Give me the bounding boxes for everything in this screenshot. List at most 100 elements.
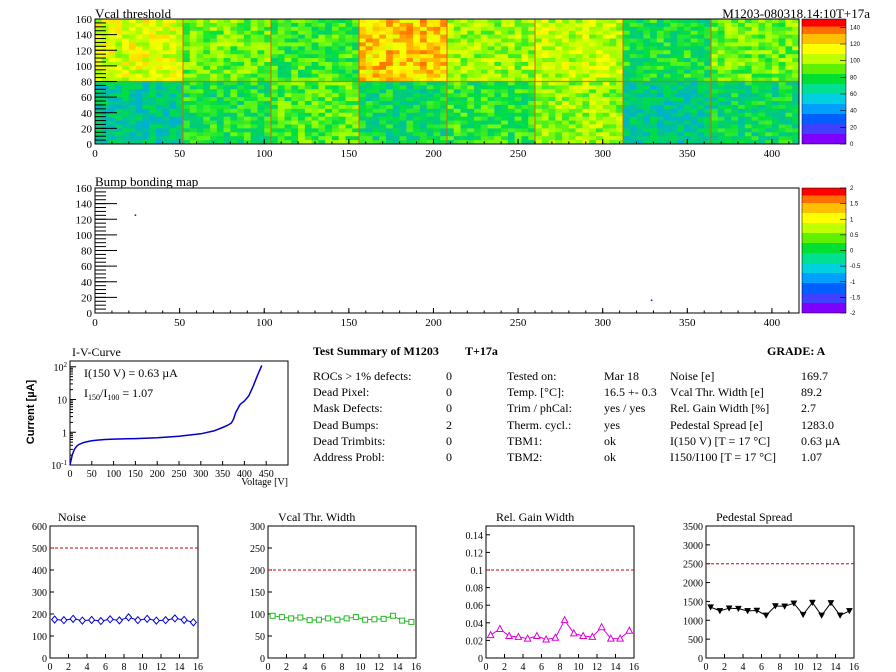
heatmap-cell bbox=[433, 61, 441, 67]
heatmap-cell bbox=[196, 38, 204, 43]
heatmap-cell bbox=[575, 54, 583, 59]
heatmap-cell bbox=[765, 50, 773, 55]
heatmap-cell bbox=[372, 77, 380, 82]
summary-conditions-column: Tested on: Temp. [°C]: Trim / phCal: Therm.… bbox=[507, 368, 607, 464]
heatmap-cell bbox=[711, 50, 719, 55]
heatmap-cell bbox=[298, 124, 306, 129]
heatmap-cell bbox=[365, 136, 373, 141]
heatmap-cell bbox=[595, 124, 604, 129]
heatmap-cell bbox=[413, 136, 421, 141]
heatmap-cell bbox=[250, 69, 258, 75]
heatmap-cell bbox=[298, 73, 306, 78]
heatmap-cell bbox=[440, 101, 448, 106]
heatmap-cell bbox=[785, 22, 793, 28]
heatmap-cell bbox=[142, 58, 150, 63]
heatmap-cell bbox=[426, 101, 434, 106]
heatmap-cell bbox=[243, 69, 252, 75]
heatmap-cell bbox=[792, 42, 800, 47]
heatmap-cell bbox=[447, 124, 455, 129]
heatmap-cell bbox=[521, 50, 529, 55]
heatmap-cell bbox=[392, 89, 401, 94]
heatmap-cell bbox=[108, 97, 116, 102]
heatmap-cell bbox=[629, 124, 637, 129]
heatmap-cell bbox=[264, 22, 272, 28]
heatmap-cell bbox=[318, 26, 326, 32]
heatmap-cell bbox=[372, 65, 380, 71]
heatmap-cell bbox=[216, 50, 225, 55]
heatmap-cell bbox=[514, 85, 522, 90]
heatmap-cell bbox=[142, 30, 150, 36]
heatmap-cell bbox=[711, 104, 719, 110]
heatmap-cell bbox=[419, 140, 428, 145]
heatmap-cell bbox=[656, 140, 665, 145]
heatmap-cell bbox=[413, 38, 421, 43]
heatmap-cell bbox=[521, 26, 529, 32]
heatmap-cell bbox=[724, 50, 732, 55]
heatmap-cell bbox=[744, 54, 753, 59]
heatmap-cell bbox=[636, 128, 644, 133]
heatmap-cell bbox=[243, 19, 252, 24]
heatmap-cell bbox=[264, 61, 272, 67]
heatmap-cell bbox=[196, 19, 204, 24]
heatmap-cell bbox=[765, 19, 773, 24]
heatmap-cell bbox=[494, 26, 502, 32]
heatmap-cell bbox=[169, 128, 177, 133]
heatmap-cell bbox=[528, 132, 536, 137]
heatmap-cell bbox=[711, 61, 719, 67]
heatmap-cell bbox=[582, 128, 590, 133]
heatmap-cell bbox=[359, 42, 367, 47]
noise-x-tick-label: 12 bbox=[156, 662, 166, 672]
heatmap-cell bbox=[541, 132, 549, 137]
heatmap-cell bbox=[474, 101, 482, 106]
defect-row-value: 0 bbox=[446, 401, 452, 416]
heatmap-cell bbox=[176, 26, 184, 32]
heatmap-cell bbox=[555, 136, 563, 141]
heatmap-cell bbox=[535, 30, 543, 36]
heatmap-cell bbox=[480, 112, 489, 118]
heatmap-cell bbox=[304, 136, 313, 141]
heatmap-cell bbox=[379, 101, 387, 106]
heatmap-cell bbox=[541, 89, 549, 94]
heatmap-cell bbox=[311, 46, 319, 51]
iv-annotation-ratio: I150/I100 = 1.07 bbox=[84, 386, 153, 402]
heatmap-cell bbox=[541, 97, 549, 102]
heatmap-cell bbox=[717, 85, 725, 90]
heatmap-cell bbox=[690, 22, 698, 28]
heatmap-cell bbox=[223, 69, 231, 75]
heatmap-cell bbox=[636, 104, 644, 110]
heatmap-cell bbox=[582, 61, 590, 67]
heatmap-cell bbox=[562, 46, 570, 51]
heatmap-cell bbox=[724, 46, 732, 51]
heatmap-cell bbox=[460, 85, 468, 90]
heatmap-cell bbox=[426, 108, 434, 114]
heatmap-cell bbox=[331, 42, 340, 47]
heatmap-cell bbox=[271, 65, 279, 71]
heatmap-cell bbox=[386, 97, 394, 102]
gain-width-y-tick-label: 0.08 bbox=[466, 584, 484, 595]
heatmap-cell bbox=[636, 26, 644, 32]
heatmap-cell bbox=[271, 124, 279, 129]
heatmap-cell bbox=[345, 38, 353, 43]
heatmap-cell bbox=[413, 69, 421, 75]
heatmap-cell bbox=[589, 54, 597, 59]
heatmap-cell bbox=[453, 104, 461, 110]
heatmap-cell bbox=[291, 116, 299, 121]
heatmap-cell bbox=[453, 112, 461, 118]
gain-width-y-tick-label: 0 bbox=[478, 654, 483, 665]
heatmap-cell bbox=[521, 97, 529, 102]
heatmap-cell bbox=[589, 108, 597, 114]
heatmap-cell bbox=[636, 58, 644, 63]
heatmap-cell bbox=[101, 38, 109, 43]
heatmap-cell bbox=[135, 46, 143, 51]
heatmap-cell bbox=[521, 120, 529, 125]
heatmap-cell bbox=[440, 26, 448, 32]
x-tick-label: 350 bbox=[679, 317, 696, 329]
heatmap-cell bbox=[155, 112, 164, 118]
heatmap-cell bbox=[95, 104, 103, 110]
gain-width-point bbox=[597, 622, 606, 631]
heatmap-cell bbox=[277, 112, 285, 118]
heatmap-cell bbox=[183, 58, 191, 63]
heatmap-cell bbox=[318, 101, 326, 106]
heatmap-cell bbox=[467, 81, 475, 86]
heatmap-cell bbox=[650, 120, 658, 125]
